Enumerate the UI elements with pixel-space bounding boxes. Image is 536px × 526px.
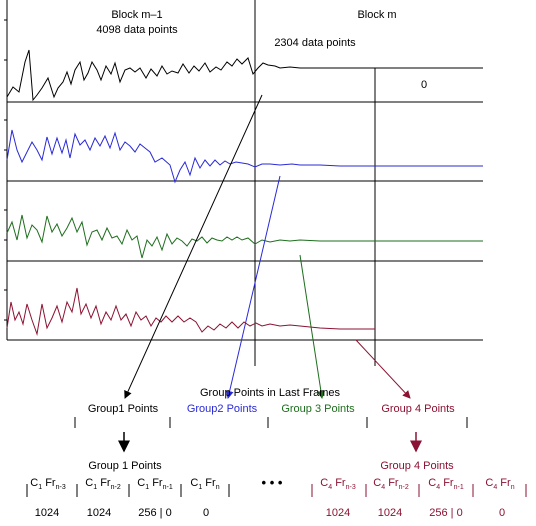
frame-left-1: C1 Frn-2 — [85, 477, 121, 491]
arrow-group2 — [228, 176, 280, 398]
frame-right-0: C4 Frn-3 — [320, 477, 356, 491]
frame-right-value-2: 256 | 0 — [429, 507, 462, 519]
waveform-group4 — [7, 288, 375, 334]
frame-left-value-1: 1024 — [87, 507, 111, 519]
frame-left-value-2: 256 | 0 — [138, 507, 171, 519]
frame-left-3: C1 Frn — [190, 477, 219, 491]
waveform-group1 — [7, 50, 375, 100]
frame-right-value-0: 1024 — [326, 507, 350, 519]
frames-left-title: Group 1 Points — [88, 460, 162, 472]
frame-right-2: C4 Frn-1 — [428, 477, 464, 491]
block-cur-label: Block m — [357, 9, 396, 21]
ellipsis: • • • — [262, 475, 283, 490]
group2-label: Group2 Points — [187, 403, 258, 415]
arrow-group4 — [356, 340, 410, 398]
separator-marks — [75, 417, 467, 428]
frames-right-title: Group 4 Points — [380, 460, 454, 472]
frame-right-1: C4 Frn-2 — [373, 477, 409, 491]
frame-left-value-3: 0 — [203, 507, 209, 519]
waveform-group3 — [7, 215, 483, 258]
block-cur-points-label: 2304 data points — [274, 37, 356, 49]
group1-label: Group1 Points — [88, 403, 159, 415]
group3-label: Group 3 Points — [281, 403, 355, 415]
frames-right-columns: C4 Frn-3 C4 Frn-2 C4 Frn-1 C4 Frn 1024 1… — [312, 477, 526, 519]
group4-label: Group 4 Points — [381, 403, 455, 415]
grid-lines — [7, 0, 483, 366]
waveform-group2 — [7, 130, 483, 182]
frames-left-columns: C1 Frn-3 C1 Frn-2 C1 Frn-1 C1 Frn 1024 1… — [27, 477, 229, 519]
frame-left-0: C1 Frn-3 — [30, 477, 66, 491]
frame-right-value-3: 0 — [499, 507, 505, 519]
frame-right-3: C4 Frn — [485, 477, 514, 491]
frame-right-value-1: 1024 — [378, 507, 402, 519]
frame-left-2: C1 Frn-1 — [137, 477, 173, 491]
groups-title: Group Points in Last Frames — [200, 387, 341, 399]
block-prev-label: Block m–1 — [111, 9, 162, 21]
frame-left-value-0: 1024 — [35, 507, 59, 519]
zero-label: 0 — [421, 79, 427, 91]
block-prev-points-label: 4098 data points — [96, 24, 178, 36]
